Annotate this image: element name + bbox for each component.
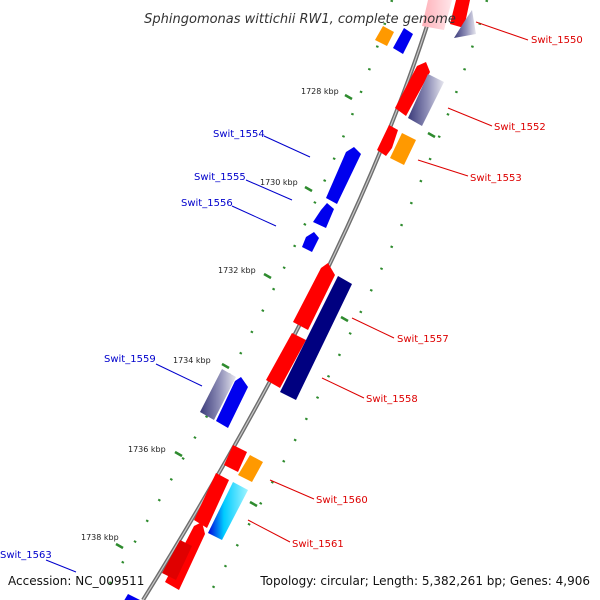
gene-label-swit-1558[interactable]: Swit_1558 (366, 394, 418, 405)
kbp-label-1728: 1728 kbp (301, 87, 339, 96)
kbp-label-1732: 1732 kbp (218, 266, 256, 275)
gene-swit-1560-red[interactable] (224, 445, 247, 472)
gene-swit-1561-cyan[interactable] (208, 482, 248, 540)
gene-label-swit-1557[interactable]: Swit_1557 (397, 334, 449, 345)
kbp-tick-marks (115, 93, 436, 550)
gene-swit-1561-red[interactable] (194, 473, 229, 528)
gene-label-swit-1559[interactable]: Swit_1559 (104, 354, 156, 365)
gene-label-swit-1561[interactable]: Swit_1561 (292, 539, 344, 550)
gene-swit-1558[interactable] (280, 276, 352, 400)
gene-swit-1553-red[interactable] (377, 125, 398, 156)
topology-text: Topology: circular; Length: 5,382,261 bp… (260, 574, 590, 588)
gene-swit-1560-orange[interactable] (238, 455, 263, 482)
gene-swit-1552-red[interactable] (395, 62, 430, 116)
inner-tick-track (98, 0, 394, 600)
gene-label-swit-1555[interactable]: Swit_1555 (194, 172, 246, 183)
gene-swit-1550-slate[interactable] (454, 10, 476, 38)
gene-label-swit-1553[interactable]: Swit_1553 (470, 173, 522, 184)
gene-swit-1555[interactable] (313, 203, 334, 228)
gene-swit-1550-orange[interactable] (375, 26, 394, 46)
gene-swit-1550-blue[interactable] (393, 28, 413, 54)
gene-swit-1553-orange[interactable] (390, 133, 416, 165)
gene-swit-1559-blue[interactable] (216, 377, 248, 428)
gene-swit-1556[interactable] (302, 232, 319, 252)
gene-swit-1557-lower[interactable] (266, 333, 306, 388)
gene-swit-1552-slate[interactable] (408, 74, 444, 126)
outer-tick-track (204, 0, 489, 600)
accession-text: Accession: NC_009511 (8, 574, 145, 588)
gene-label-swit-1550[interactable]: Swit_1550 (531, 35, 583, 46)
gene-swit-1563[interactable] (122, 594, 140, 600)
map-title: Sphingomonas wittichii RW1, complete gen… (144, 12, 456, 27)
kbp-label-1734: 1734 kbp (173, 356, 211, 365)
kbp-label-1736: 1736 kbp (128, 445, 166, 454)
gene-label-swit-1556[interactable]: Swit_1556 (181, 198, 233, 209)
genome-backbone-highlight (142, 0, 436, 600)
kbp-label-1738: 1738 kbp (81, 533, 119, 542)
gene-swit-1562-lower[interactable] (162, 540, 192, 580)
label-leader-lines (45, 21, 529, 573)
gene-swit-1559-slate[interactable] (200, 369, 236, 420)
gene-label-swit-1554[interactable]: Swit_1554 (213, 129, 265, 140)
gene-swit-1554[interactable] (326, 147, 361, 204)
gene-label-swit-1552[interactable]: Swit_1552 (494, 122, 546, 133)
genome-backbone (141, 0, 437, 600)
gene-swit-1557[interactable] (293, 263, 335, 330)
gene-label-swit-1563[interactable]: Swit_1563 (0, 550, 52, 561)
gene-label-swit-1560[interactable]: Swit_1560 (316, 495, 368, 506)
kbp-label-1730: 1730 kbp (260, 178, 298, 187)
gene-swit-1550-pink[interactable] (422, 0, 452, 30)
